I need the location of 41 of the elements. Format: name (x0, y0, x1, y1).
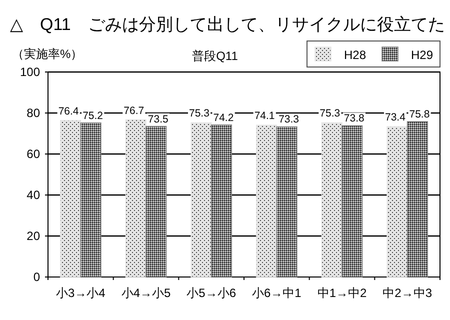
y-axis-title: （実施率%） (12, 47, 83, 61)
y-tick-label: 100 (20, 65, 40, 79)
bar (342, 125, 363, 278)
bar (210, 124, 232, 278)
y-tick-label: 40 (26, 188, 40, 202)
x-tick-label: 中2→中3 (382, 286, 432, 300)
x-tick-label: 小6→中1 (252, 286, 302, 300)
data-label: 73.5 (148, 113, 169, 126)
bar (406, 121, 428, 278)
data-label: 76.7 (124, 104, 144, 117)
chart-subtitle: 普段Q11 (192, 49, 238, 63)
bar (276, 126, 298, 278)
y-tick-label: 0 (33, 270, 40, 284)
bar (60, 120, 82, 278)
x-tick-label: 小3→小4 (56, 286, 106, 300)
data-label: 74.2 (213, 112, 234, 124)
data-label: 73.3 (278, 114, 300, 126)
data-label: 75.8 (409, 108, 430, 121)
x-tick-label: 小4→小5 (121, 286, 171, 300)
data-label: 75.2 (82, 110, 104, 122)
data-label: 75.3 (188, 108, 210, 120)
chart-title: △ Q11 ごみは分別して出して、リサイクルに役立てた (10, 15, 445, 34)
y-tick-label: 20 (26, 229, 40, 243)
bar (80, 122, 102, 278)
legend-label: H29 (411, 48, 434, 62)
x-tick-label: 中1→中2 (317, 286, 367, 300)
data-label: 74.1 (254, 110, 275, 122)
bar (256, 124, 278, 278)
bar (321, 122, 342, 278)
bar (386, 126, 408, 278)
y-tick-label: 80 (26, 106, 40, 120)
bar (146, 126, 167, 278)
legend-label: H28 (344, 48, 366, 62)
y-tick-label: 60 (26, 147, 40, 161)
bar (125, 119, 146, 278)
data-label: 75.3 (320, 108, 340, 120)
data-label: 73.4 (384, 112, 406, 124)
x-tick-label: 小5→小6 (186, 286, 236, 300)
data-label: 76.4 (58, 105, 79, 118)
bar (190, 122, 212, 278)
data-label: 73.8 (344, 112, 365, 125)
